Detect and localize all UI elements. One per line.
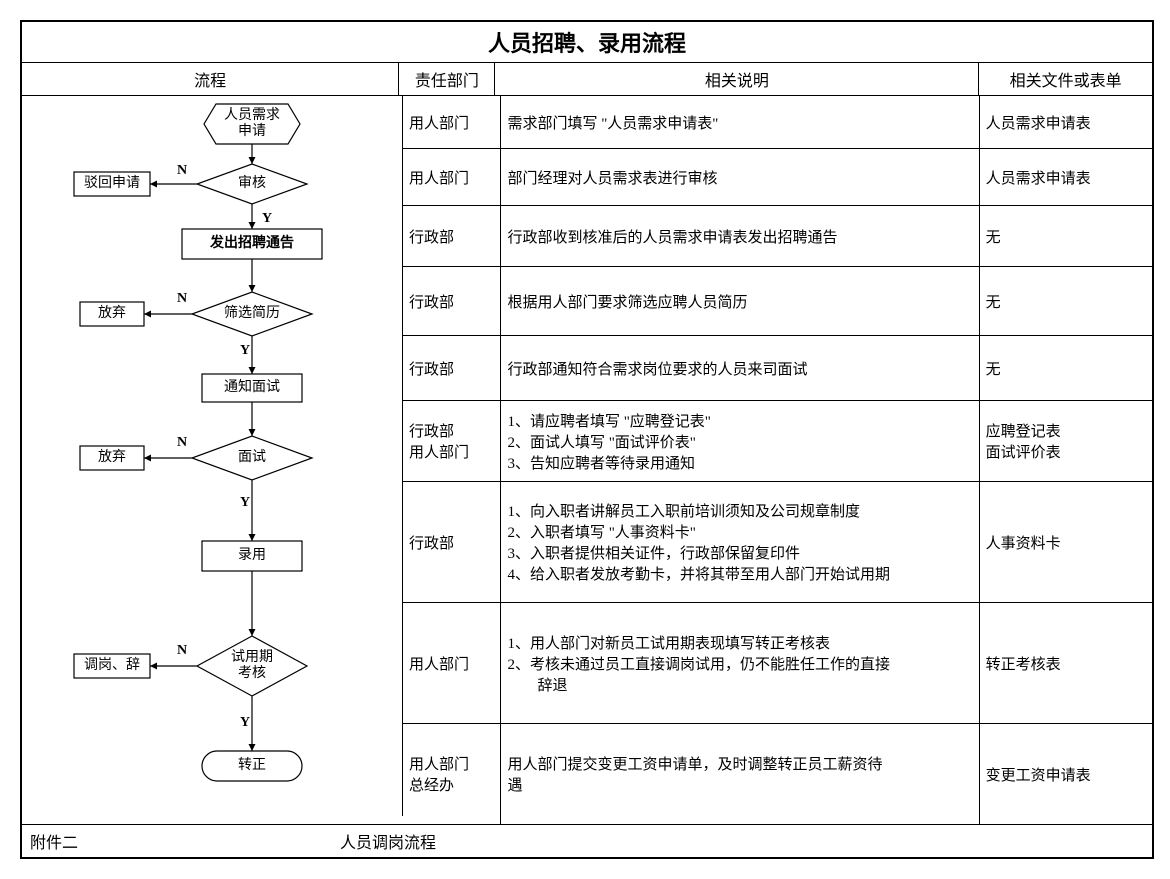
cell-doc: 应聘登记表面试评价表 [980, 401, 1153, 481]
footer-right: 人员调岗流程 [340, 829, 436, 853]
svg-text:考核: 考核 [238, 665, 266, 681]
cell-desc: 1、请应聘者填写 "应聘登记表"2、面试人填写 "面试评价表"3、告知应聘者等待… [501, 401, 979, 481]
cell-doc: 无 [980, 206, 1153, 266]
svg-text:试用期: 试用期 [231, 649, 273, 665]
svg-text:放弃: 放弃 [98, 449, 126, 465]
table-row: 用人部门1、用人部门对新员工试用期表现填写转正考核表2、考核未通过员工直接调岗试… [403, 603, 1153, 724]
flow-node-reject1: 驳回申请 [74, 172, 150, 196]
svg-text:人员需求: 人员需求 [224, 107, 280, 123]
svg-text:N: N [177, 643, 187, 658]
svg-text:审核: 审核 [238, 175, 266, 191]
svg-text:通知面试: 通知面试 [224, 378, 280, 395]
svg-text:Y: Y [262, 211, 272, 226]
document-frame: 人员招聘、录用流程 流程 责任部门 相关说明 相关文件或表单 N Y N Y N Y N Y 人… [20, 20, 1154, 859]
table-row: 用人部门总经办用人部门提交变更工资申请单，及时调整转正员工薪资待遇变更工资申请表 [403, 724, 1153, 824]
cell-doc: 转正考核表 [980, 603, 1153, 723]
cell-dept: 行政部 [403, 206, 501, 266]
cell-dept: 用人部门总经办 [403, 724, 501, 824]
svg-text:发出招聘通告: 发出招聘通告 [209, 234, 294, 251]
cell-dept: 行政部 [403, 336, 501, 400]
svg-text:N: N [177, 163, 187, 178]
cell-dept: 用人部门 [403, 149, 501, 205]
cell-desc: 用人部门提交变更工资申请单，及时调整转正员工薪资待遇 [501, 724, 979, 824]
cell-desc: 需求部门填写 "人员需求申请表" [501, 96, 979, 148]
flowchart-column: NYNYNYNY人员需求申请审核驳回申请发出招聘通告筛选简历放弃通知面试面试放弃… [22, 96, 403, 816]
table-header: 流程 责任部门 相关说明 相关文件或表单 [22, 63, 1152, 96]
svg-text:Y: Y [240, 343, 250, 358]
flow-node-formal: 转正 [202, 751, 302, 781]
header-dept: 责任部门 [399, 63, 495, 95]
svg-text:Y: Y [240, 715, 250, 730]
flow-node-filter: 筛选简历 [192, 292, 312, 336]
footer-row: 附件二 人员调岗流程 [22, 825, 1152, 857]
svg-text:调岗、辞: 调岗、辞 [84, 657, 140, 673]
svg-text:录用: 录用 [238, 547, 266, 563]
flowchart-svg: NYNYNYNY人员需求申请审核驳回申请发出招聘通告筛选简历放弃通知面试面试放弃… [22, 96, 402, 816]
flow-node-dismiss: 调岗、辞 [74, 654, 150, 678]
cell-doc: 无 [980, 267, 1153, 335]
cell-dept: 用人部门 [403, 603, 501, 723]
rows-column: 用人部门需求部门填写 "人员需求申请表"人员需求申请表用人部门部门经理对人员需求… [403, 96, 1153, 824]
table-row: 行政部1、向入职者讲解员工入职前培训须知及公司规章制度2、入职者填写 "人事资料… [403, 482, 1153, 603]
cell-dept: 用人部门 [403, 96, 501, 148]
cell-doc: 无 [980, 336, 1153, 400]
flow-node-start: 人员需求申请 [204, 104, 300, 144]
flow-node-call: 通知面试 [202, 374, 302, 402]
cell-dept: 行政部 [403, 267, 501, 335]
cell-doc: 变更工资申请表 [980, 724, 1153, 824]
cell-desc: 行政部通知符合需求岗位要求的人员来司面试 [501, 336, 979, 400]
header-doc: 相关文件或表单 [979, 63, 1152, 95]
table-row: 用人部门需求部门填写 "人员需求申请表"人员需求申请表 [403, 96, 1153, 149]
header-flow: 流程 [22, 63, 399, 95]
cell-doc: 人员需求申请表 [980, 96, 1153, 148]
cell-dept: 行政部 [403, 482, 501, 602]
table-row: 用人部门部门经理对人员需求表进行审核人员需求申请表 [403, 149, 1153, 206]
flow-node-hire: 录用 [202, 541, 302, 571]
cell-desc: 部门经理对人员需求表进行审核 [501, 149, 979, 205]
svg-text:筛选简历: 筛选简历 [224, 304, 280, 321]
table-row: 行政部根据用人部门要求筛选应聘人员简历无 [403, 267, 1153, 336]
table-row: 行政部行政部通知符合需求岗位要求的人员来司面试无 [403, 336, 1153, 401]
cell-desc: 行政部收到核准后的人员需求申请表发出招聘通告 [501, 206, 979, 266]
flow-node-notice: 发出招聘通告 [182, 229, 322, 259]
flow-node-probat: 试用期考核 [197, 636, 307, 696]
flow-node-giveup2: 放弃 [80, 446, 144, 470]
cell-desc: 1、向入职者讲解员工入职前培训须知及公司规章制度2、入职者填写 "人事资料卡"3… [501, 482, 979, 602]
cell-doc: 人事资料卡 [980, 482, 1153, 602]
flow-node-audit: 审核 [197, 164, 307, 204]
footer-left: 附件二 [30, 829, 340, 853]
table-row: 行政部用人部门1、请应聘者填写 "应聘登记表"2、面试人填写 "面试评价表"3、… [403, 401, 1153, 482]
table-row: 行政部行政部收到核准后的人员需求申请表发出招聘通告无 [403, 206, 1153, 267]
svg-text:N: N [177, 435, 187, 450]
cell-desc: 根据用人部门要求筛选应聘人员简历 [501, 267, 979, 335]
cell-desc: 1、用人部门对新员工试用期表现填写转正考核表2、考核未通过员工直接调岗试用，仍不… [501, 603, 979, 723]
page-title: 人员招聘、录用流程 [22, 22, 1152, 63]
svg-text:放弃: 放弃 [98, 305, 126, 321]
flow-node-inter: 面试 [192, 436, 312, 480]
table-body: NYNYNYNY人员需求申请审核驳回申请发出招聘通告筛选简历放弃通知面试面试放弃… [22, 96, 1152, 825]
svg-text:转正: 转正 [238, 757, 266, 773]
svg-text:N: N [177, 291, 187, 306]
svg-text:Y: Y [240, 495, 250, 510]
svg-text:驳回申请: 驳回申请 [84, 175, 140, 191]
svg-text:申请: 申请 [238, 123, 266, 139]
header-desc: 相关说明 [495, 63, 979, 95]
flow-node-giveup1: 放弃 [80, 302, 144, 326]
cell-doc: 人员需求申请表 [980, 149, 1153, 205]
svg-text:面试: 面试 [238, 449, 266, 465]
cell-dept: 行政部用人部门 [403, 401, 501, 481]
